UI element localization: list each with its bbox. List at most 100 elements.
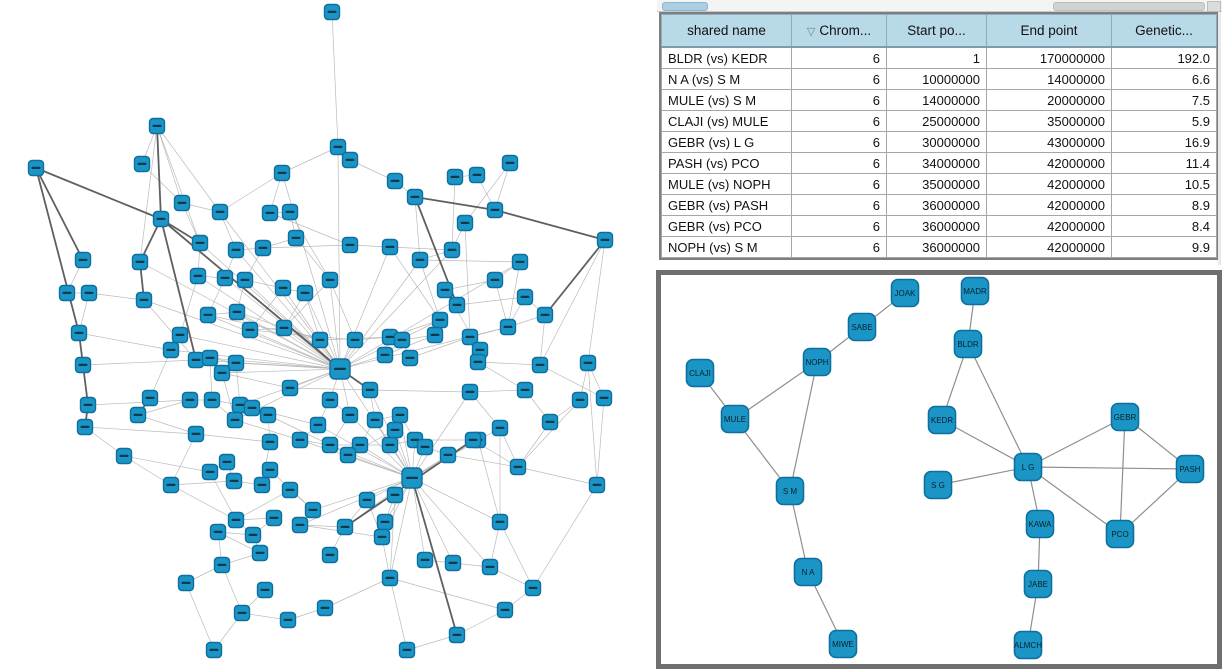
- table-row[interactable]: N A (vs) S M 6 10000000 14000000 6.6: [661, 68, 1217, 90]
- overview-edge: [409, 336, 471, 359]
- overview-node-label: [265, 211, 275, 214]
- overview-edge: [389, 494, 396, 579]
- column-header-shared-name[interactable]: shared name: [661, 14, 792, 48]
- detail-node-MULE[interactable]: [720, 404, 750, 434]
- detail-node-NOPH[interactable]: [802, 347, 832, 377]
- cell-value: 5.9: [1111, 110, 1217, 132]
- overview-node-label: [440, 288, 450, 291]
- cell-shared-name: NOPH (vs) S M: [661, 236, 792, 258]
- detail-node-KEDR[interactable]: [927, 405, 957, 435]
- overview-edge: [469, 389, 526, 393]
- overview-edge: [262, 244, 351, 249]
- detail-node-JABE[interactable]: [1023, 569, 1053, 599]
- detail-edge-NOPH-S M[interactable]: [789, 361, 818, 492]
- overview-edge: [389, 246, 441, 321]
- cell-shared-name: GEBR (vs) L G: [661, 131, 792, 153]
- column-header-chrom-[interactable]: ▽ Chrom...: [791, 14, 887, 48]
- detail-node-MIWE[interactable]: [828, 629, 858, 659]
- filter-icon[interactable]: ▽: [806, 26, 816, 38]
- overview-node-label: [500, 608, 510, 611]
- detail-edge-L G-GEBR[interactable]: [1027, 416, 1126, 468]
- overview-edge: [406, 634, 458, 651]
- overview-node-label: [520, 388, 530, 391]
- overview-node-label: [325, 443, 335, 446]
- detail-edge-KEDR-L G[interactable]: [941, 419, 1029, 468]
- detail-node-JOAK[interactable]: [890, 278, 920, 308]
- table-vertical-scrollbar[interactable]: [1218, 12, 1221, 265]
- detail-edge-L G-PCO[interactable]: [1027, 466, 1121, 535]
- table-row[interactable]: GEBR (vs) PCO 6 36000000 42000000 8.4: [661, 215, 1217, 237]
- overview-node-label: [291, 236, 301, 239]
- detail-node-CLAJI[interactable]: [685, 358, 715, 388]
- hscroll-thumb-left[interactable]: [662, 2, 708, 11]
- overview-node-label: [327, 10, 337, 13]
- column-header-start-po-[interactable]: Start po...: [886, 14, 987, 48]
- detail-node-GEBR[interactable]: [1110, 402, 1140, 432]
- overview-node-label: [191, 432, 201, 435]
- overview-edge: [447, 454, 519, 468]
- overview-node-label: [362, 498, 372, 501]
- cell-value: 7.5: [1111, 89, 1217, 111]
- overview-edge: [411, 477, 426, 561]
- overview-node-label: [258, 246, 268, 249]
- detail-node-S-M[interactable]: [775, 476, 805, 506]
- detail-node-N-A[interactable]: [793, 557, 823, 587]
- column-header-end-point[interactable]: End point: [986, 14, 1112, 48]
- table-row[interactable]: MULE (vs) S M 6 14000000 20000000 7.5: [661, 89, 1217, 111]
- overview-node-label: [217, 563, 227, 566]
- cell-value: 42000000: [986, 173, 1112, 195]
- detail-node-S-G[interactable]: [923, 470, 953, 500]
- detail-edge-GEBR-PCO[interactable]: [1119, 416, 1126, 535]
- detail-node-PASH[interactable]: [1175, 454, 1205, 484]
- overview-edge: [185, 582, 215, 651]
- overview-node-label: [345, 413, 355, 416]
- detail-edge-BLDR-L G[interactable]: [967, 343, 1029, 468]
- overview-node-label: [447, 248, 457, 251]
- overview-edge: [137, 399, 191, 416]
- detail-node-MADR[interactable]: [960, 276, 990, 306]
- overview-node-label: [220, 276, 230, 279]
- overview-node-label: [535, 363, 545, 366]
- cell-value: 6: [791, 194, 887, 216]
- detail-edge-L G-PASH[interactable]: [1027, 466, 1191, 470]
- overview-edge: [304, 292, 341, 370]
- overview-edge: [389, 577, 506, 611]
- overview-edge: [87, 399, 191, 406]
- overview-node-label: [193, 274, 203, 277]
- cell-value: 25000000: [886, 110, 987, 132]
- overview-node-label: [139, 298, 149, 301]
- table-row[interactable]: PASH (vs) PCO 6 34000000 42000000 11.4: [661, 152, 1217, 174]
- detail-network-panel: JOAK MADR SABE BLDR NOPH CLAJI GEBR MULE KEDR L G…: [656, 270, 1222, 669]
- overview-node-label: [203, 313, 213, 316]
- detail-node-BLDR[interactable]: [953, 329, 983, 359]
- overview-edge: [269, 212, 351, 246]
- detail-edge-S G-L G[interactable]: [937, 466, 1029, 486]
- overview-network-canvas[interactable]: [0, 0, 656, 669]
- detail-node-SABE[interactable]: [847, 312, 877, 342]
- column-header-genetic-[interactable]: Genetic...: [1111, 14, 1217, 48]
- table-horizontal-scrollbar[interactable]: [657, 0, 1222, 12]
- overview-node-label: [278, 286, 288, 289]
- table-row[interactable]: GEBR (vs) PASH 6 36000000 42000000 8.9: [661, 194, 1217, 216]
- table-row[interactable]: NOPH (vs) S M 6 36000000 42000000 9.9: [661, 236, 1217, 258]
- overview-node-label: [452, 633, 462, 636]
- overview-edge: [464, 162, 511, 224]
- table-row[interactable]: BLDR (vs) KEDR 6 1 170000000 192.0: [661, 46, 1217, 69]
- table-row[interactable]: GEBR (vs) L G 6 30000000 43000000 16.9: [661, 131, 1217, 153]
- overview-node-label: [78, 258, 88, 261]
- overview-node-label: [80, 425, 90, 428]
- table-row[interactable]: CLAJI (vs) MULE 6 25000000 35000000 5.9: [661, 110, 1217, 132]
- overview-edge: [170, 433, 197, 486]
- overview-edge-bold: [411, 477, 458, 636]
- overview-node-label: [235, 403, 245, 406]
- overview-node-label: [397, 338, 407, 341]
- detail-node-L-G[interactable]: [1013, 452, 1043, 482]
- detail-node-KAWA[interactable]: [1025, 509, 1055, 539]
- cell-shared-name: CLAJI (vs) MULE: [661, 110, 792, 132]
- detail-node-ALMCH[interactable]: [1013, 630, 1043, 660]
- overview-edge: [339, 326, 509, 370]
- detail-node-PCO[interactable]: [1105, 519, 1135, 549]
- hscroll-thumb-right[interactable]: [1053, 2, 1205, 11]
- table-row[interactable]: MULE (vs) NOPH 6 35000000 42000000 10.5: [661, 173, 1217, 195]
